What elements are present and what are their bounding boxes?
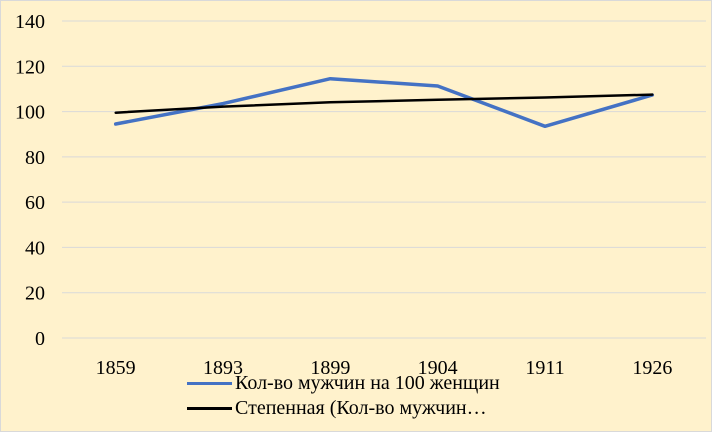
x-axis-tick-labels: 1859 1893 1899 1904 1911 1926	[96, 357, 673, 379]
x-tick-label: 1926	[632, 357, 672, 379]
legend-label-series-1: Кол-во мужчин на 100 женщин	[235, 372, 500, 394]
x-tick-label: 1899	[310, 357, 350, 379]
y-tick-label: 120	[15, 56, 45, 78]
x-tick-label: 1911	[525, 357, 564, 379]
series-lines	[113, 76, 655, 129]
y-tick-label: 0	[35, 328, 45, 350]
legend: Кол-во мужчин на 100 женщин Степенная (К…	[187, 371, 500, 421]
series-line-1	[113, 76, 655, 129]
y-tick-label: 100	[15, 102, 45, 124]
legend-swatch-series-1	[187, 382, 232, 385]
gridlines	[62, 20, 706, 339]
y-axis-tick-labels: 0 20 40 60 80 100 120 140	[15, 11, 45, 350]
y-tick-label: 20	[25, 283, 45, 305]
y-tick-label: 140	[15, 11, 45, 33]
legend-item-series-1: Кол-во мужчин на 100 женщин	[187, 371, 500, 396]
legend-swatch-series-2	[187, 407, 232, 410]
x-tick-label: 1904	[418, 357, 458, 379]
series-line-2	[114, 93, 654, 114]
y-tick-label: 80	[25, 147, 45, 169]
legend-label-series-2: Степенная (Кол-во мужчин…	[235, 397, 487, 419]
x-tick-label: 1893	[203, 357, 243, 379]
y-tick-label: 60	[25, 192, 45, 214]
x-tick-label: 1859	[96, 357, 136, 379]
legend-item-series-2: Степенная (Кол-во мужчин…	[187, 396, 500, 421]
y-tick-label: 40	[25, 237, 45, 259]
